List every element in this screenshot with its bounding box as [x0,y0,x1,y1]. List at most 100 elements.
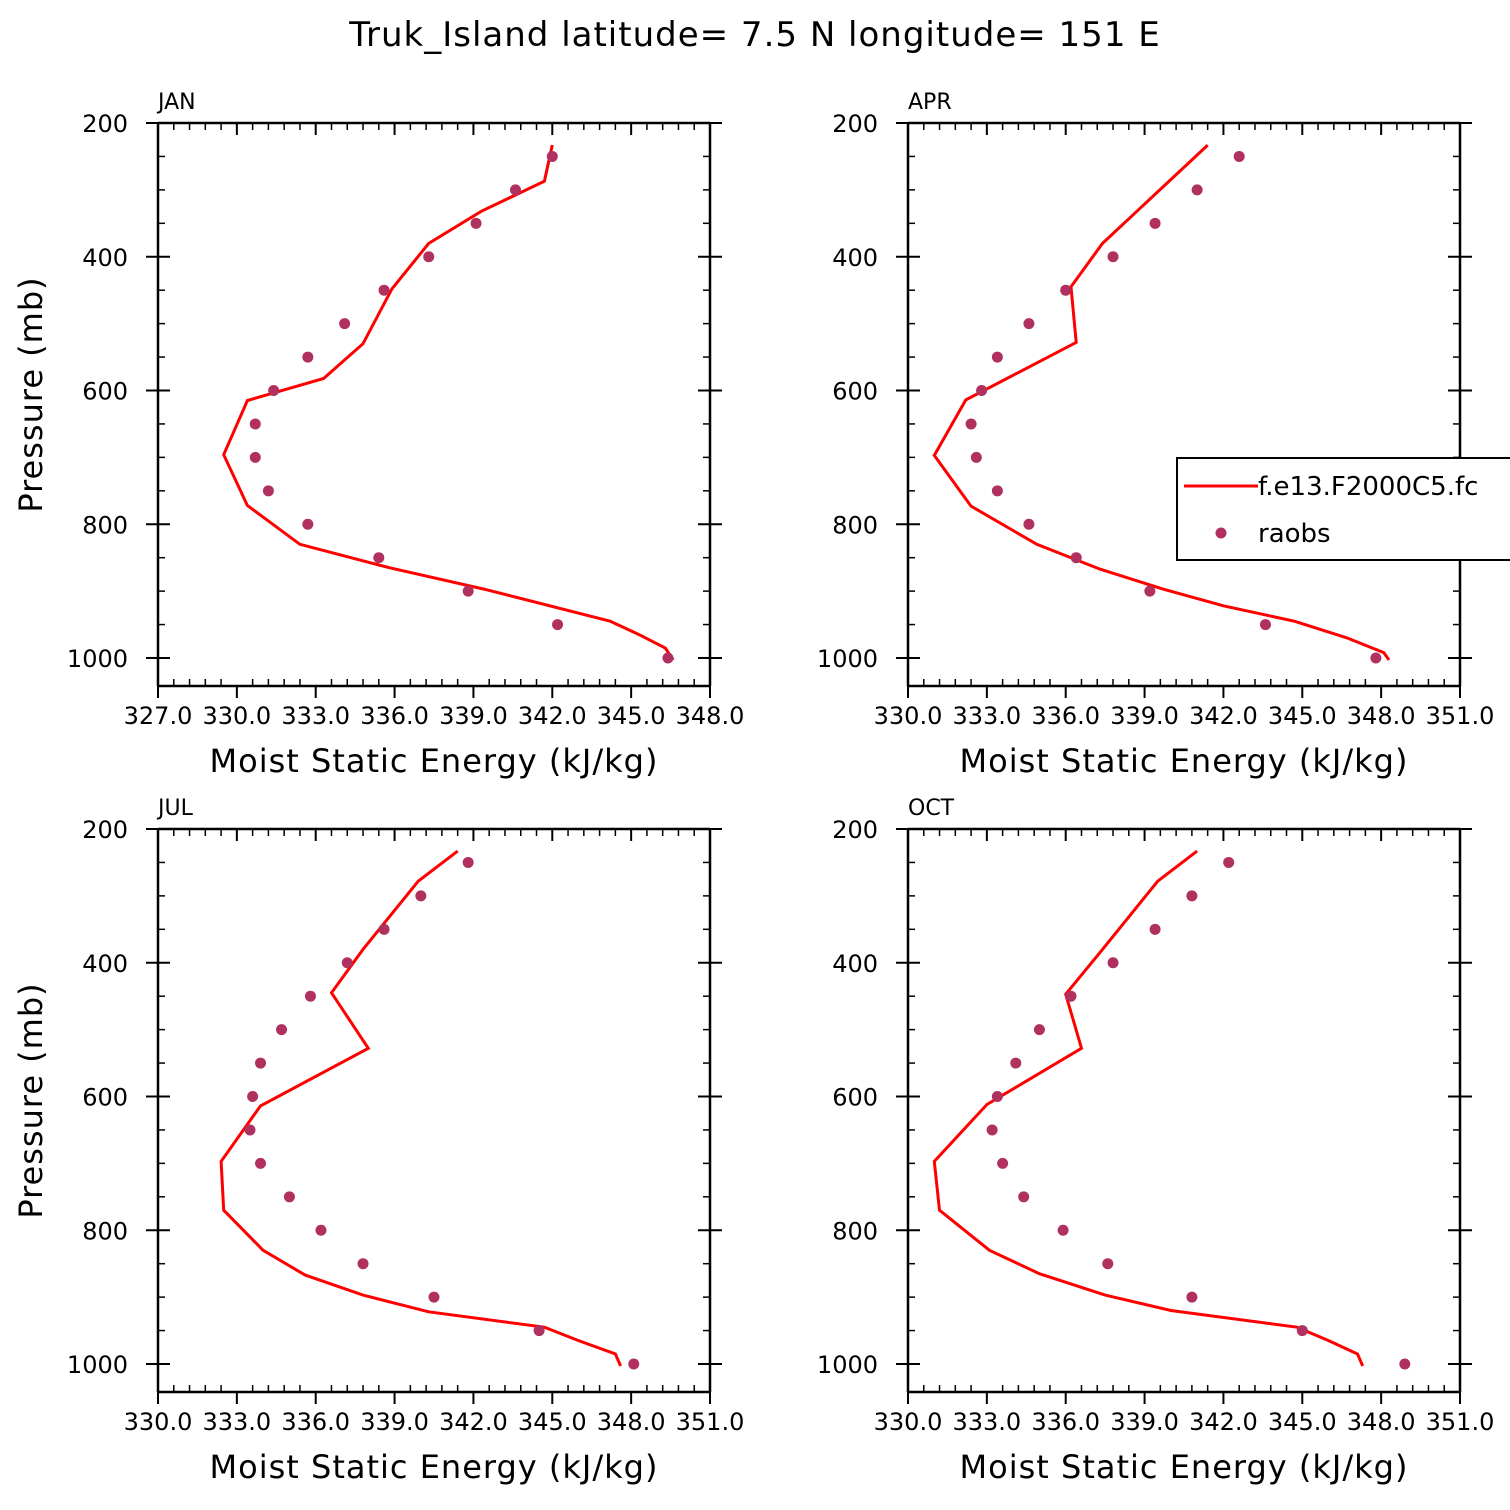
x-tick-label: 336.0 [1031,1408,1100,1436]
plot-area [222,144,675,664]
x-tick-label: 336.0 [281,1408,350,1436]
x-ticks: 327.0 330.0 333.0 336.0 339.0 342.0 345.0 348.0 [124,123,744,730]
x-tick-label: 333.0 [952,1408,1021,1436]
panel-title: OCT [908,796,955,821]
raobs-point [462,585,474,597]
raobs-point [1149,923,1161,935]
x-tick-label: 351.0 [1426,702,1495,730]
x-tick-label: 345.0 [1268,1408,1337,1436]
raobs-point [986,1124,998,1136]
x-tick-label: 351.0 [676,1408,745,1436]
raobs-point [339,318,351,330]
raobs-point [315,1224,327,1236]
plot-area [932,144,1391,664]
x-tick-label: 339.0 [1110,702,1179,730]
y-tick-label: 400 [832,950,878,978]
y-tick-label: 400 [82,950,128,978]
x-tick-label: 348.0 [1347,1408,1416,1436]
raobs-point [1399,1358,1411,1370]
raobs-point [276,1024,288,1036]
legend-box [1176,457,1510,561]
y-tick-label: 200 [832,110,878,138]
raobs-point [415,890,427,902]
raobs-point [1233,150,1245,162]
raobs-point [428,1291,440,1303]
raobs-point [304,990,316,1002]
raobs-point [1023,318,1035,330]
y-tick-label: 600 [832,1084,878,1112]
y-tick-label: 200 [832,816,878,844]
raobs-points [244,856,640,1370]
raobs-point [546,150,558,162]
panel-jan: 327.0 330.0 333.0 336.0 339.0 342.0 345.0 348.0… [12,90,744,780]
raobs-point [255,1057,267,1069]
model-line [932,144,1391,661]
y-axis-label: Pressure (mb) [12,276,50,512]
x-tick-label: 330.0 [124,1408,193,1436]
y-tick-label: 800 [832,1217,878,1245]
x-tick-label: 330.0 [874,702,943,730]
y-tick-label: 600 [82,378,128,406]
x-tick-label: 342.0 [518,702,587,730]
raobs-point [1102,1258,1114,1270]
raobs-point [1010,1057,1022,1069]
raobs-point [1065,990,1077,1002]
panel-title: JAN [156,90,196,115]
raobs-point [1023,518,1035,530]
raobs-point [462,856,474,868]
legend-marker-swatch [1215,527,1227,539]
raobs-points [249,150,674,664]
x-tick-label: 333.0 [952,702,1021,730]
y-tick-label: 1000 [817,645,878,673]
model-line [222,144,675,661]
y-tick-label: 600 [832,378,878,406]
raobs-point [533,1325,545,1337]
raobs-point [378,923,390,935]
x-axis-label: Moist Static Energy (kJ/kg) [960,742,1409,780]
x-tick-label: 336.0 [360,702,429,730]
y-ticks: 200 400 600 800 1000 [817,110,1472,673]
x-tick-label: 330.0 [874,1408,943,1436]
y-tick-label: 800 [82,511,128,539]
raobs-point [1107,957,1119,969]
y-ticks: 200 400 600 800 1000 [67,110,722,673]
x-tick-label: 327.0 [124,702,193,730]
raobs-point [662,652,674,664]
x-tick-label: 333.0 [281,702,350,730]
y-ticks: 200 400 600 800 1000 [67,816,722,1379]
raobs-point [991,1091,1003,1102]
x-tick-label: 345.0 [518,1408,587,1436]
raobs-point [268,385,280,396]
raobs-point [262,485,274,497]
plot-area [219,849,640,1370]
raobs-point [1191,184,1203,196]
y-tick-label: 200 [82,110,128,138]
panel-title: JUL [156,796,194,821]
raobs-point [1060,284,1072,296]
x-tick-label: 342.0 [439,1408,508,1436]
raobs-point [1033,1024,1045,1036]
raobs-point [965,418,977,430]
y-tick-label: 1000 [67,645,128,673]
raobs-point [423,251,435,263]
figure-title: Truk_Island latitude= 7.5 N longitude= 1… [348,15,1161,55]
raobs-point [247,1091,259,1102]
y-tick-label: 400 [832,244,878,272]
plot-area [932,849,1411,1370]
raobs-point [1107,251,1119,263]
raobs-point [249,418,261,430]
x-tick-label: 336.0 [1031,702,1100,730]
raobs-point [1186,1291,1198,1303]
raobs-point [470,217,482,229]
panel-oct: 330.0 333.0 336.0 339.0 342.0 345.0 348.0 351.0… [817,796,1494,1486]
axes-frame [156,827,712,1394]
y-tick-label: 400 [82,244,128,272]
raobs-point [1259,619,1271,631]
x-ticks: 330.0 333.0 336.0 339.0 342.0 345.0 348.0 351.0 [124,829,745,1436]
raobs-point [1296,1325,1308,1337]
x-tick-label: 345.0 [597,702,666,730]
raobs-points [986,856,1411,1370]
y-tick-label: 800 [82,1217,128,1245]
x-axis-label: Moist Static Energy (kJ/kg) [210,742,659,780]
